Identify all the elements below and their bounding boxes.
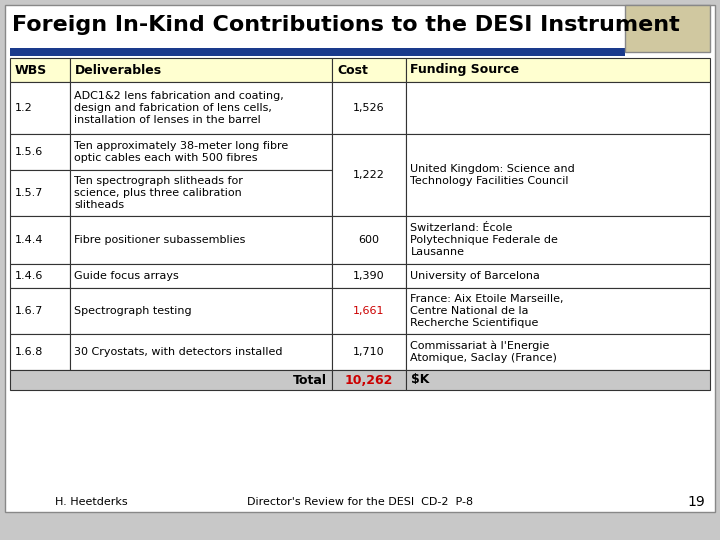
Bar bbox=[405, 288, 710, 334]
Text: 1.5.6: 1.5.6 bbox=[15, 147, 43, 157]
Bar bbox=[10, 58, 70, 82]
Bar bbox=[405, 82, 710, 134]
Bar bbox=[332, 288, 405, 334]
Text: 1.6.7: 1.6.7 bbox=[15, 306, 43, 316]
Bar bbox=[70, 82, 332, 134]
Text: 1,526: 1,526 bbox=[353, 103, 384, 113]
Bar bbox=[405, 134, 710, 216]
Text: Fibre positioner subassemblies: Fibre positioner subassemblies bbox=[74, 235, 246, 245]
Bar bbox=[625, 5, 710, 52]
Text: Director's Review for the DESI  CD-2  P-8: Director's Review for the DESI CD-2 P-8 bbox=[247, 497, 473, 507]
Bar bbox=[332, 216, 405, 264]
Text: 1.5.7: 1.5.7 bbox=[15, 188, 43, 198]
Bar bbox=[332, 82, 405, 134]
Bar bbox=[10, 48, 625, 56]
Text: 1.4.4: 1.4.4 bbox=[15, 235, 43, 245]
Bar bbox=[332, 334, 405, 370]
Bar bbox=[70, 134, 332, 170]
Bar bbox=[70, 264, 332, 288]
Text: 10,262: 10,262 bbox=[345, 374, 393, 387]
Bar bbox=[70, 288, 332, 334]
Bar bbox=[332, 264, 405, 288]
Text: Commissariat à l'Energie
Atomique, Saclay (France): Commissariat à l'Energie Atomique, Sacla… bbox=[410, 341, 557, 363]
Bar bbox=[405, 58, 710, 82]
Bar bbox=[70, 170, 332, 216]
Bar bbox=[10, 134, 70, 170]
Text: Ten approximately 38-meter long fibre
optic cables each with 500 fibres: Ten approximately 38-meter long fibre op… bbox=[74, 141, 289, 163]
Bar bbox=[10, 264, 70, 288]
Text: $K: $K bbox=[410, 374, 429, 387]
Text: Spectrograph testing: Spectrograph testing bbox=[74, 306, 192, 316]
Bar bbox=[405, 216, 710, 264]
Bar bbox=[405, 370, 710, 390]
Text: Foreign In-Kind Contributions to the DESI Instrument: Foreign In-Kind Contributions to the DES… bbox=[12, 15, 680, 35]
Bar bbox=[10, 288, 70, 334]
Bar bbox=[10, 216, 70, 264]
Text: 19: 19 bbox=[688, 495, 705, 509]
Text: 1,222: 1,222 bbox=[353, 170, 384, 180]
Text: 30 Cryostats, with detectors installed: 30 Cryostats, with detectors installed bbox=[74, 347, 283, 357]
Bar bbox=[405, 264, 710, 288]
Text: H. Heetderks: H. Heetderks bbox=[55, 497, 127, 507]
Bar bbox=[10, 334, 70, 370]
Text: 1,661: 1,661 bbox=[353, 306, 384, 316]
Bar bbox=[332, 58, 405, 82]
Text: France: Aix Etoile Marseille,
Centre National de la
Recherche Scientifique: France: Aix Etoile Marseille, Centre Nat… bbox=[410, 294, 564, 328]
Bar bbox=[10, 82, 70, 134]
Text: 1.4.6: 1.4.6 bbox=[15, 271, 43, 281]
Bar bbox=[70, 58, 332, 82]
Text: 1,710: 1,710 bbox=[353, 347, 384, 357]
Text: WBS: WBS bbox=[15, 64, 48, 77]
Bar bbox=[405, 334, 710, 370]
Text: Ten spectrograph slitheads for
science, plus three calibration
slitheads: Ten spectrograph slitheads for science, … bbox=[74, 177, 243, 210]
Text: 1,390: 1,390 bbox=[353, 271, 384, 281]
Text: Total: Total bbox=[293, 374, 327, 387]
Bar bbox=[332, 134, 405, 216]
Text: 1.6.8: 1.6.8 bbox=[15, 347, 43, 357]
Text: Guide focus arrays: Guide focus arrays bbox=[74, 271, 179, 281]
Text: 1.2: 1.2 bbox=[15, 103, 32, 113]
Text: 600: 600 bbox=[359, 235, 379, 245]
Bar bbox=[70, 334, 332, 370]
Text: University of Barcelona: University of Barcelona bbox=[410, 271, 541, 281]
Text: Funding Source: Funding Source bbox=[410, 64, 520, 77]
Text: United Kingdom: Science and
Technology Facilities Council: United Kingdom: Science and Technology F… bbox=[410, 164, 575, 186]
Text: Switzerland: École
Polytechnique Federale de
Lausanne: Switzerland: École Polytechnique Federal… bbox=[410, 224, 559, 256]
Text: Deliverables: Deliverables bbox=[74, 64, 161, 77]
Bar bbox=[10, 170, 70, 216]
Bar bbox=[10, 370, 332, 390]
Bar bbox=[332, 370, 405, 390]
Text: Cost: Cost bbox=[337, 64, 368, 77]
Bar bbox=[70, 216, 332, 264]
Text: ADC1&2 lens fabrication and coating,
design and fabrication of lens cells,
insta: ADC1&2 lens fabrication and coating, des… bbox=[74, 91, 284, 125]
